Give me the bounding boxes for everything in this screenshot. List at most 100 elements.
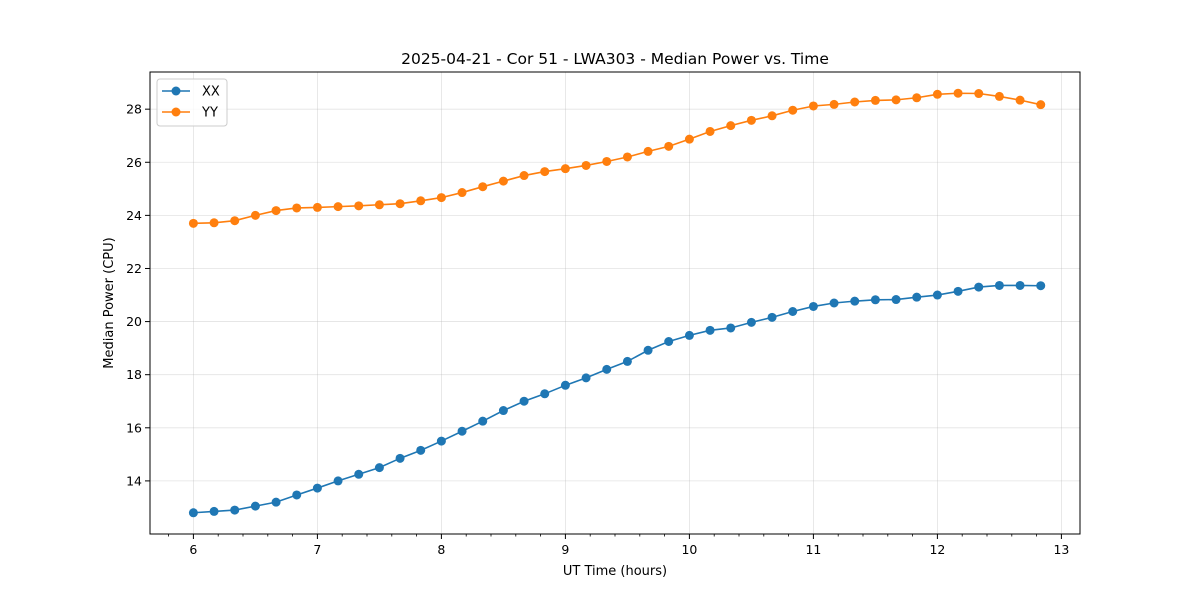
- data-point-xx: [436, 436, 446, 446]
- data-point-yy: [912, 93, 922, 103]
- data-point-xx: [994, 280, 1004, 290]
- data-point-yy: [498, 176, 508, 186]
- data-point-yy: [705, 126, 715, 136]
- data-point-yy: [540, 167, 550, 177]
- data-point-yy: [230, 216, 240, 226]
- x-tick-label: 13: [1053, 542, 1069, 557]
- x-axis-label: UT Time (hours): [563, 564, 667, 579]
- data-point-xx: [250, 501, 260, 511]
- data-point-yy: [994, 91, 1004, 101]
- data-point-xx: [271, 497, 281, 507]
- data-point-yy: [436, 193, 446, 203]
- data-point-yy: [312, 202, 322, 212]
- data-point-xx: [767, 312, 777, 322]
- data-point-yy: [1015, 95, 1025, 105]
- data-point-xx: [602, 364, 612, 374]
- data-point-xx: [870, 295, 880, 305]
- x-tick-label: 11: [805, 542, 821, 557]
- data-point-yy: [1036, 100, 1046, 110]
- data-point-yy: [250, 210, 260, 220]
- data-point-yy: [974, 89, 984, 99]
- y-axis-ticks: 14 16 18 20 22 24 26 28: [126, 102, 150, 488]
- data-point-xx: [1015, 280, 1025, 290]
- y-axis-label: Median Power (CPU): [102, 237, 117, 368]
- data-point-xx: [519, 396, 529, 406]
- data-point-xx: [395, 453, 405, 463]
- y-tick-label: 24: [126, 208, 142, 223]
- data-point-yy: [664, 141, 674, 151]
- data-point-xx: [312, 483, 322, 493]
- data-point-xx: [498, 406, 508, 416]
- y-tick-label: 14: [126, 473, 142, 488]
- x-tick-label: 6: [189, 542, 197, 557]
- y-tick-label: 26: [126, 155, 142, 170]
- data-point-xx: [746, 317, 756, 327]
- x-tick-label: 10: [681, 542, 697, 557]
- legend-label-yy: YY: [201, 106, 218, 121]
- data-point-xx: [684, 330, 694, 340]
- data-point-yy: [188, 218, 198, 228]
- data-point-xx: [726, 323, 736, 333]
- data-point-yy: [581, 160, 591, 170]
- data-point-yy: [767, 111, 777, 121]
- data-point-yy: [932, 89, 942, 99]
- data-point-yy: [746, 115, 756, 125]
- data-point-xx: [188, 508, 198, 518]
- legend-label-xx: XX: [202, 85, 220, 100]
- data-point-yy: [726, 121, 736, 131]
- data-point-xx: [912, 292, 922, 302]
- plot-series: [188, 88, 1046, 518]
- data-point-yy: [602, 156, 612, 166]
- data-point-yy: [333, 202, 343, 212]
- data-point-yy: [788, 105, 798, 115]
- data-point-xx: [622, 356, 632, 366]
- data-point-yy: [808, 101, 818, 111]
- data-point-yy: [870, 95, 880, 105]
- data-point-xx: [974, 282, 984, 292]
- data-point-xx: [643, 345, 653, 355]
- data-point-yy: [457, 188, 467, 198]
- data-point-xx: [664, 337, 674, 346]
- data-point-yy: [292, 203, 302, 213]
- data-point-xx: [416, 445, 426, 455]
- x-tick-label: 7: [313, 542, 321, 557]
- legend: XX YY: [156, 78, 228, 127]
- data-point-xx: [333, 476, 343, 486]
- data-point-yy: [684, 134, 694, 144]
- data-point-yy: [850, 97, 860, 107]
- data-point-xx: [457, 426, 467, 436]
- y-tick-label: 28: [126, 102, 142, 117]
- data-point-yy: [643, 146, 653, 156]
- legend-marker-yy: [171, 107, 181, 117]
- data-point-xx: [705, 325, 715, 335]
- data-point-xx: [850, 296, 860, 306]
- data-point-xx: [230, 505, 240, 515]
- data-point-xx: [540, 389, 550, 399]
- data-point-yy: [271, 206, 281, 216]
- y-tick-label: 18: [126, 367, 142, 382]
- data-point-xx: [1036, 281, 1046, 291]
- y-tick-label: 20: [126, 314, 142, 329]
- legend-marker-xx: [171, 86, 181, 96]
- data-point-yy: [953, 88, 963, 98]
- data-point-yy: [416, 196, 426, 206]
- chart-title: 2025-04-21 - Cor 51 - LWA303 - Median Po…: [401, 50, 829, 68]
- data-point-xx: [354, 469, 364, 479]
- data-point-yy: [622, 152, 632, 162]
- grid: [150, 72, 1080, 534]
- data-point-xx: [581, 373, 591, 383]
- data-point-xx: [478, 416, 488, 426]
- x-tick-label: 8: [437, 542, 445, 557]
- data-point-yy: [395, 199, 405, 209]
- x-tick-label: 12: [929, 542, 945, 557]
- data-point-yy: [209, 218, 219, 228]
- data-point-xx: [209, 506, 219, 516]
- data-point-xx: [829, 298, 839, 308]
- x-tick-label: 9: [561, 542, 569, 557]
- data-point-yy: [560, 164, 570, 174]
- data-point-yy: [478, 182, 488, 192]
- y-tick-label: 22: [126, 261, 142, 276]
- data-point-yy: [891, 95, 901, 105]
- data-point-yy: [354, 201, 364, 211]
